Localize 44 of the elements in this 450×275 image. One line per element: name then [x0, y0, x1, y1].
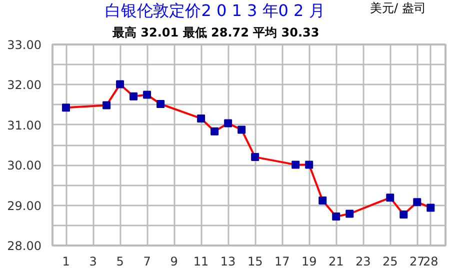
text: 美元/ 盎司: [370, 0, 426, 17]
x-tick-label: 21: [328, 254, 344, 268]
x-tick-label: 11: [193, 254, 209, 268]
x-tick-label: 28: [423, 254, 438, 268]
point: [332, 212, 340, 221]
point: [156, 100, 165, 108]
point: [238, 126, 246, 134]
x-tick-label: 17: [274, 254, 290, 268]
point: [62, 104, 70, 112]
point: [197, 114, 206, 122]
point: [305, 160, 314, 169]
point: [130, 92, 138, 100]
x-tick-label: 3: [89, 254, 97, 268]
point: [102, 101, 111, 110]
y-tick-label: 29.00: [7, 198, 42, 213]
point: [346, 210, 354, 218]
x-tick-label: 27: [410, 254, 425, 268]
chart-title: 白银伦敦定价2 0 1 3 年0 2 月: [105, 0, 325, 22]
point: [292, 160, 300, 169]
point: [224, 119, 232, 128]
point: [210, 127, 219, 136]
point: [116, 80, 124, 88]
point: [426, 204, 435, 212]
x-tick-label: 1: [62, 254, 70, 268]
chart-subtitle: 最高 32.01 最低 28.72 平均 30.33: [112, 26, 320, 40]
x-tick-label: 7: [143, 254, 151, 268]
point: [251, 153, 260, 162]
x-tick-label: 5: [116, 254, 124, 268]
x-tick-label: 9: [170, 254, 178, 268]
y-tick-label: 31.00: [7, 118, 42, 132]
point: [143, 90, 152, 99]
x-tick-label: 25: [382, 254, 398, 268]
point: [413, 198, 422, 206]
y-tick-label: 28.00: [7, 239, 42, 253]
y-tick-label: 32.00: [7, 78, 42, 92]
x-tick-label: 13: [220, 254, 236, 268]
y-tick-label: 33.00: [7, 38, 42, 52]
point: [386, 194, 394, 202]
y-tick-label: 30.00: [7, 158, 42, 173]
point: [400, 210, 408, 219]
x-tick-label: 15: [247, 254, 263, 268]
x-tick-label: 23: [355, 254, 371, 268]
x-tick-label: 19: [301, 254, 317, 268]
point: [318, 196, 327, 204]
